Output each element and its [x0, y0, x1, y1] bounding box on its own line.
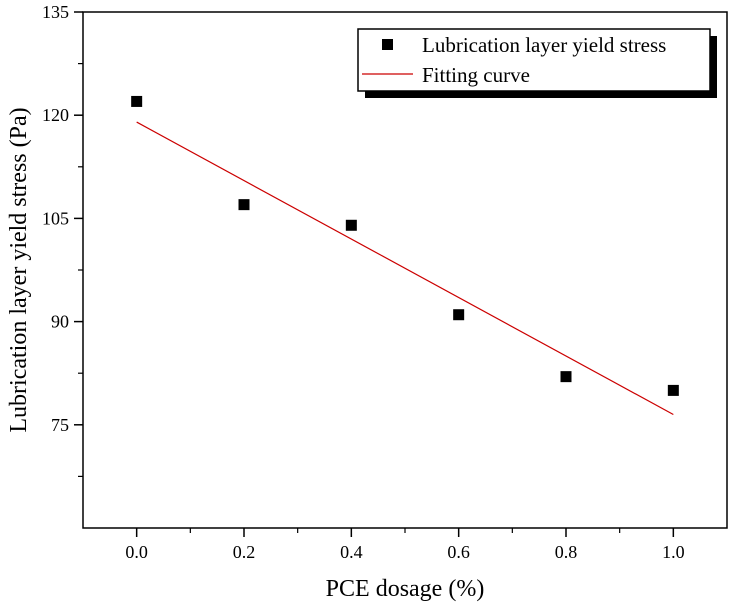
- scatter-point: [453, 309, 465, 321]
- x-tick-label: 0.0: [125, 542, 148, 562]
- y-tick-label: 90: [51, 312, 69, 332]
- legend-entry-fitting-curve: Fitting curve: [422, 63, 530, 87]
- legend-entry-yield-stress: Lubrication layer yield stress: [422, 33, 666, 57]
- y-tick-label: 135: [42, 2, 69, 22]
- y-tick-label: 75: [51, 415, 69, 435]
- x-tick-label: 0.8: [555, 542, 578, 562]
- data-marks: [131, 95, 679, 416]
- legend: Lubrication layer yield stress Fitting c…: [357, 28, 717, 98]
- scatter-point: [345, 219, 357, 231]
- tick-labels: 0.0 0.2 0.4 0.6 0.8 1.0 75 90 105 120 135: [42, 2, 685, 562]
- scatter-point: [667, 384, 679, 396]
- y-tick-label: 120: [42, 105, 69, 125]
- x-tick-label: 0.6: [447, 542, 470, 562]
- scatter-point: [238, 199, 250, 211]
- x-tick-label: 0.4: [340, 542, 363, 562]
- fitting-curve-line: [136, 121, 674, 416]
- axis-ticks: [74, 11, 675, 537]
- y-axis-title: Lubrication layer yield stress (Pa): [6, 107, 32, 432]
- scatter-point: [131, 95, 143, 107]
- x-tick-label: 0.2: [233, 542, 256, 562]
- x-axis-title: PCE dosage (%): [326, 576, 485, 602]
- legend-marker-scatter: [382, 39, 393, 50]
- scatter-point: [560, 371, 572, 383]
- y-tick-label: 105: [42, 208, 69, 228]
- x-tick-label: 1.0: [662, 542, 685, 562]
- legend-box: [357, 28, 711, 92]
